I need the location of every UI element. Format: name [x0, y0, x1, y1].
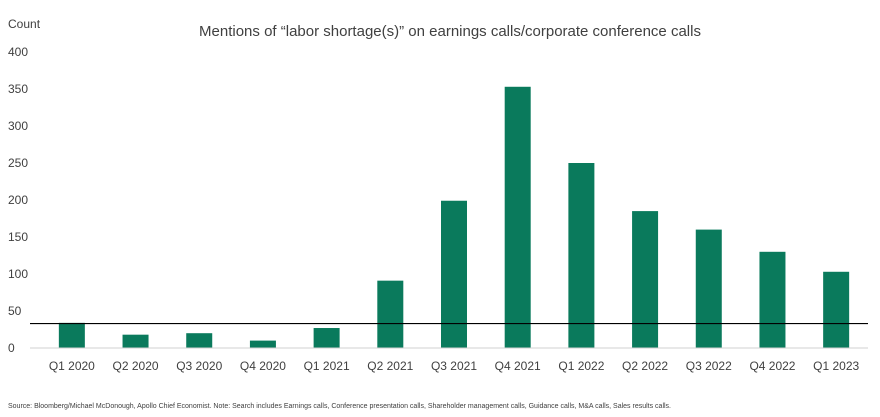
bar	[249, 340, 276, 348]
y-tick-label: 250	[8, 156, 28, 170]
x-tick-label: Q4 2021	[495, 359, 541, 373]
chart-title: Mentions of “labor shortage(s)” on earni…	[199, 23, 701, 40]
bar	[58, 322, 85, 348]
x-axis-ticks: Q1 2020 Q2 2020 Q3 2020 Q4 2020 Q1 2021 Q2 20…	[49, 359, 860, 373]
x-tick-label: Q4 2020	[240, 359, 286, 373]
x-tick-label: Q3 2022	[686, 359, 732, 373]
x-tick-label: Q1 2023	[813, 359, 859, 373]
bar	[313, 328, 340, 348]
bar	[504, 86, 531, 348]
y-tick-label: 50	[8, 304, 22, 318]
y-tick-label: 300	[8, 119, 28, 133]
y-tick-label: 0	[8, 341, 15, 355]
y-axis-label: Count	[8, 17, 41, 31]
y-tick-label: 100	[8, 267, 28, 281]
x-tick-label: Q2 2021	[367, 359, 413, 373]
bar	[186, 333, 213, 348]
source-footnote: Source: Bloomberg/Michael McDonough, Apo…	[8, 403, 671, 410]
y-tick-label: 200	[8, 193, 28, 207]
bar	[695, 229, 722, 348]
x-tick-label: Q2 2022	[622, 359, 668, 373]
bar	[568, 163, 595, 348]
x-tick-label: Q1 2020	[49, 359, 95, 373]
bar	[823, 271, 850, 348]
x-tick-label: Q3 2020	[176, 359, 222, 373]
x-tick-label: Q3 2021	[431, 359, 477, 373]
y-tick-label: 400	[8, 45, 28, 59]
y-axis-ticks: 0 50 100 150 200 250 300 350 400	[8, 45, 28, 355]
bar	[122, 334, 149, 348]
bars	[58, 86, 850, 348]
bar	[441, 200, 467, 348]
x-tick-label: Q2 2020	[113, 359, 159, 373]
y-tick-label: 150	[8, 230, 28, 244]
bar	[377, 280, 404, 348]
bar	[759, 251, 786, 348]
x-tick-label: Q4 2022	[749, 359, 795, 373]
bar	[632, 211, 659, 348]
x-tick-label: Q1 2022	[558, 359, 604, 373]
y-tick-label: 350	[8, 82, 28, 96]
x-tick-label: Q1 2021	[304, 359, 350, 373]
